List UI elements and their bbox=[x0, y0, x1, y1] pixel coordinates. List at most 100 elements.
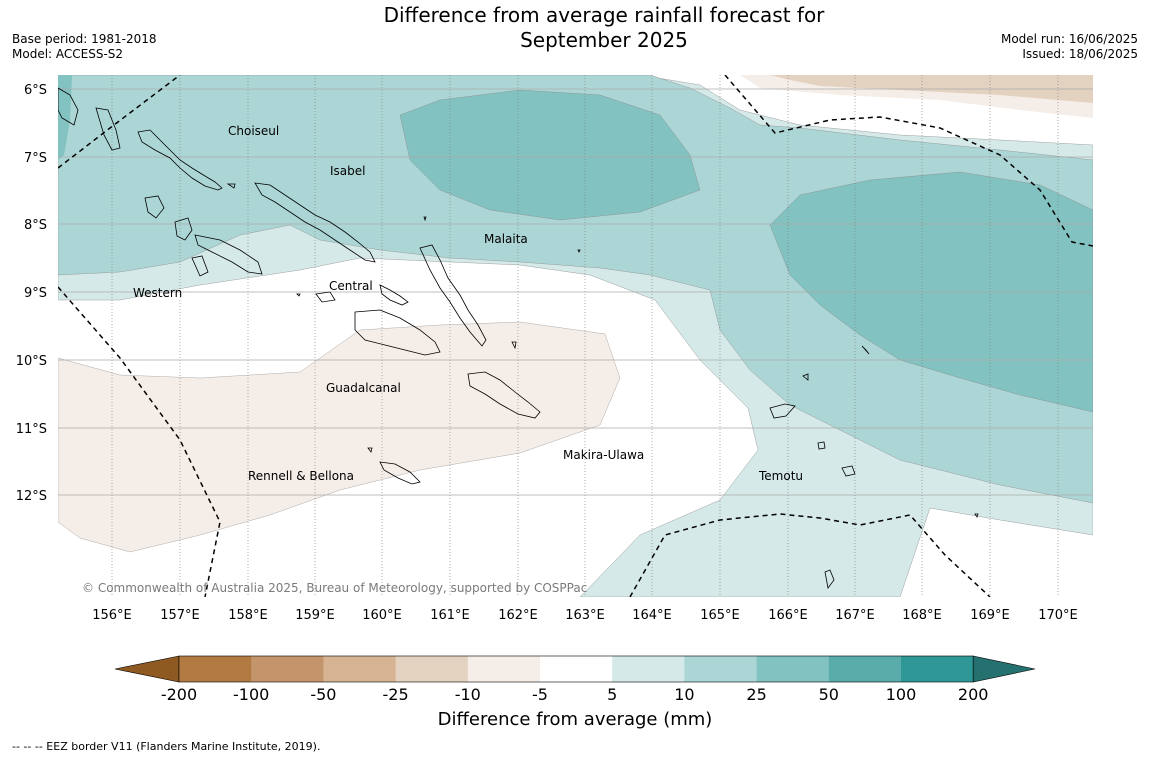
lat-label: 7°S bbox=[24, 151, 47, 166]
island-makira bbox=[467, 371, 541, 419]
lon-label: 161°E bbox=[430, 608, 470, 623]
longitude-labels: 156°E 157°E 158°E 159°E 160°E 161°E 162°… bbox=[92, 608, 1078, 623]
colorbar bbox=[114, 655, 1036, 683]
colorbar-swatch bbox=[395, 656, 469, 682]
longitude-gridlines bbox=[111, 75, 1059, 597]
colorbar-tick-label: -200 bbox=[160, 685, 198, 704]
lat-label: 6°S bbox=[24, 83, 47, 98]
lon-label: 164°E bbox=[632, 608, 672, 623]
model-name: Model: ACCESS-S2 bbox=[12, 47, 124, 61]
island-nendo bbox=[769, 403, 796, 419]
colorbar-tick-label: 50 bbox=[818, 685, 839, 704]
island-florida bbox=[379, 284, 409, 306]
eez-footnote: -- -- -- EEZ border V11 (Flanders Marine… bbox=[12, 740, 321, 753]
island-bougainville bbox=[58, 87, 79, 126]
island-utupua bbox=[817, 441, 826, 450]
lon-label: 170°E bbox=[1038, 608, 1078, 623]
run-info: Model run: 16/06/2025 Issued: 18/06/2025 bbox=[1001, 32, 1138, 62]
colorbar-tick-label: -5 bbox=[532, 685, 548, 704]
colorbar-title: Difference from average (mm) bbox=[437, 709, 713, 730]
lon-label: 163°E bbox=[565, 608, 605, 623]
colorbar-extend-high bbox=[972, 655, 1036, 683]
base-period: Base period: 1981-2018 bbox=[12, 32, 157, 46]
islands bbox=[58, 87, 979, 589]
lat-label: 8°S bbox=[24, 218, 47, 233]
region-label-temotu: Temotu bbox=[758, 469, 803, 483]
region-labels: Choiseul Isabel Malaita Western Central … bbox=[133, 124, 803, 483]
region-label-malaita: Malaita bbox=[484, 232, 528, 246]
contour-25-50-north bbox=[399, 89, 701, 221]
island-vella-lavella bbox=[144, 195, 165, 219]
island-reef-islands bbox=[802, 373, 809, 381]
colorbar-swatch bbox=[684, 656, 758, 682]
colorbar-swatch bbox=[323, 656, 397, 682]
issued-date: Issued: 18/06/2025 bbox=[1022, 47, 1138, 61]
colorbar-tick-label: 25 bbox=[746, 685, 767, 704]
contour-minus5-south bbox=[58, 321, 621, 553]
latitude-labels: 6°S 7°S 8°S 9°S 10°S 11°S 12°S bbox=[16, 83, 47, 504]
colorbar-tick-label: -100 bbox=[233, 685, 270, 704]
island-choiseul bbox=[137, 129, 223, 191]
lat-label: 9°S bbox=[24, 286, 47, 301]
lat-label: 10°S bbox=[16, 354, 47, 369]
title-line-1: Difference from average rainfall forecas… bbox=[383, 3, 825, 27]
lon-label: 165°E bbox=[700, 608, 740, 623]
lon-label: 159°E bbox=[295, 608, 335, 623]
region-label-central: Central bbox=[329, 279, 373, 293]
copyright-notice: © Commonwealth of Australia 2025, Bureau… bbox=[82, 581, 587, 595]
island-anuta bbox=[824, 569, 835, 589]
lon-label: 162°E bbox=[498, 608, 538, 623]
colorbar-swatch bbox=[467, 656, 541, 682]
island-rendova bbox=[191, 255, 209, 277]
lon-label: 166°E bbox=[768, 608, 808, 623]
colorbar-swatch bbox=[756, 656, 830, 682]
lon-label: 157°E bbox=[160, 608, 200, 623]
region-label-rennell-bellona: Rennell & Bellona bbox=[248, 469, 354, 483]
colorbar-tick-label: -10 bbox=[454, 685, 481, 704]
eez-border bbox=[58, 75, 1093, 597]
region-label-western: Western bbox=[133, 286, 182, 300]
contour-25-50-nw bbox=[58, 75, 72, 160]
colorbar-swatch bbox=[612, 656, 685, 682]
lon-label: 160°E bbox=[362, 608, 402, 623]
lon-label: 167°E bbox=[835, 608, 875, 623]
colorbar-border bbox=[178, 655, 974, 683]
lon-label: 156°E bbox=[92, 608, 132, 623]
colorbar-swatch bbox=[828, 656, 902, 682]
colorbar-extend-low bbox=[114, 655, 180, 683]
island-new-georgia bbox=[194, 234, 263, 275]
colorbar-tick-label: 10 bbox=[674, 685, 695, 704]
island-guadalcanal bbox=[354, 309, 441, 356]
lat-label: 12°S bbox=[16, 489, 47, 504]
lon-label: 168°E bbox=[902, 608, 942, 623]
colorbar-tick-label: -50 bbox=[310, 685, 337, 704]
island-vanikoro bbox=[841, 465, 856, 477]
lon-label: 169°E bbox=[970, 608, 1010, 623]
latitude-gridlines bbox=[58, 88, 1093, 496]
colorbar-swatch bbox=[251, 656, 324, 682]
region-label-choiseul: Choiseul bbox=[228, 124, 279, 138]
model-info: Base period: 1981-2018 Model: ACCESS-S2 bbox=[12, 32, 157, 62]
contour-10-25 bbox=[58, 75, 1093, 504]
chart-title: Difference from average rainfall forecas… bbox=[354, 3, 854, 53]
lon-label: 158°E bbox=[228, 608, 268, 623]
colorbar-swatch bbox=[901, 656, 974, 682]
model-run: Model run: 16/06/2025 bbox=[1000, 32, 1138, 46]
island-russell bbox=[315, 291, 336, 303]
colorbar-tick-label: 100 bbox=[885, 685, 917, 704]
island-rennell bbox=[379, 461, 421, 485]
island-isabel bbox=[254, 182, 376, 263]
colorbar-swatch bbox=[540, 656, 613, 682]
colorbar-tick-label: -25 bbox=[382, 685, 409, 704]
region-label-guadalcanal: Guadalcanal bbox=[326, 381, 401, 395]
island-malaita bbox=[419, 244, 487, 347]
title-line-2: September 2025 bbox=[520, 28, 688, 52]
map-panel: Choiseul Isabel Malaita Western Central … bbox=[58, 75, 1093, 597]
colorbar-tick-label: 200 bbox=[957, 685, 989, 704]
island-shortland bbox=[95, 107, 121, 151]
colorbar-tick-label: 5 bbox=[607, 685, 618, 704]
island-kolombangara bbox=[174, 217, 193, 241]
colorbar-swatch bbox=[179, 656, 252, 682]
region-label-makira-ulawa: Makira-Ulawa bbox=[563, 448, 644, 462]
